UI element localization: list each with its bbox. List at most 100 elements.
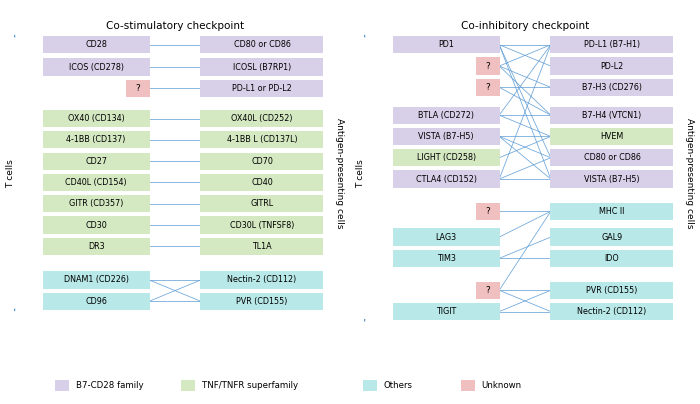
Text: PD1: PD1 bbox=[438, 40, 454, 49]
FancyBboxPatch shape bbox=[393, 107, 500, 124]
FancyBboxPatch shape bbox=[550, 128, 673, 145]
Text: Antigen-presenting cells: Antigen-presenting cells bbox=[335, 118, 344, 229]
Text: ICOS (CD278): ICOS (CD278) bbox=[69, 63, 124, 72]
FancyBboxPatch shape bbox=[550, 149, 673, 166]
Text: Antigen-presenting cells: Antigen-presenting cells bbox=[685, 118, 694, 229]
Text: PD-L1 or PD-L2: PD-L1 or PD-L2 bbox=[232, 84, 292, 93]
Text: CD27: CD27 bbox=[85, 157, 107, 166]
FancyBboxPatch shape bbox=[200, 174, 323, 191]
Text: TL1A: TL1A bbox=[252, 242, 272, 251]
Text: CD70: CD70 bbox=[251, 157, 273, 166]
FancyBboxPatch shape bbox=[550, 203, 673, 220]
FancyBboxPatch shape bbox=[43, 271, 150, 288]
Text: T cells: T cells bbox=[356, 159, 365, 188]
Text: B7-CD28 family: B7-CD28 family bbox=[76, 381, 144, 390]
FancyBboxPatch shape bbox=[550, 57, 673, 75]
FancyBboxPatch shape bbox=[127, 80, 150, 97]
Text: MHC II: MHC II bbox=[599, 207, 624, 216]
FancyBboxPatch shape bbox=[43, 292, 150, 310]
FancyBboxPatch shape bbox=[43, 110, 150, 127]
Text: GAL9: GAL9 bbox=[601, 233, 622, 242]
Text: CD30: CD30 bbox=[85, 221, 107, 229]
Text: DR3: DR3 bbox=[88, 242, 104, 251]
Text: PVR (CD155): PVR (CD155) bbox=[237, 297, 288, 306]
Text: CD40L (CD154): CD40L (CD154) bbox=[65, 178, 127, 187]
Text: TIGIT: TIGIT bbox=[436, 307, 456, 316]
Text: T cells: T cells bbox=[6, 159, 15, 188]
FancyBboxPatch shape bbox=[550, 107, 673, 124]
Text: GITRL: GITRL bbox=[251, 199, 274, 208]
FancyBboxPatch shape bbox=[477, 282, 500, 299]
Text: LIGHT (CD258): LIGHT (CD258) bbox=[416, 153, 476, 162]
Text: 4-1BB (CD137): 4-1BB (CD137) bbox=[66, 135, 126, 144]
FancyBboxPatch shape bbox=[393, 149, 500, 166]
FancyBboxPatch shape bbox=[477, 57, 500, 75]
FancyBboxPatch shape bbox=[200, 195, 323, 213]
Text: ?: ? bbox=[486, 286, 490, 295]
Text: TNF/TNFR superfamily: TNF/TNFR superfamily bbox=[202, 381, 298, 390]
FancyBboxPatch shape bbox=[393, 229, 500, 246]
Text: GITR (CD357): GITR (CD357) bbox=[69, 199, 123, 208]
Text: CD80 or CD86: CD80 or CD86 bbox=[584, 153, 640, 162]
FancyBboxPatch shape bbox=[550, 170, 673, 187]
Text: LAG3: LAG3 bbox=[435, 233, 456, 242]
FancyBboxPatch shape bbox=[200, 153, 323, 170]
FancyBboxPatch shape bbox=[477, 203, 500, 220]
FancyBboxPatch shape bbox=[200, 271, 323, 288]
Text: ICOSL (B7RP1): ICOSL (B7RP1) bbox=[233, 63, 291, 72]
Text: TIM3: TIM3 bbox=[437, 254, 456, 263]
Text: OX40L (CD252): OX40L (CD252) bbox=[231, 114, 293, 123]
Text: CD80 or CD86: CD80 or CD86 bbox=[234, 40, 290, 49]
FancyBboxPatch shape bbox=[550, 303, 673, 320]
FancyBboxPatch shape bbox=[200, 59, 323, 76]
Text: CD40: CD40 bbox=[251, 178, 273, 187]
FancyBboxPatch shape bbox=[200, 36, 323, 53]
FancyBboxPatch shape bbox=[550, 250, 673, 267]
Text: Co-inhibitory checkpoint: Co-inhibitory checkpoint bbox=[461, 21, 589, 31]
FancyBboxPatch shape bbox=[43, 59, 150, 76]
FancyBboxPatch shape bbox=[200, 292, 323, 310]
Text: ?: ? bbox=[486, 207, 490, 216]
FancyBboxPatch shape bbox=[200, 131, 323, 148]
Text: ?: ? bbox=[486, 61, 490, 71]
FancyBboxPatch shape bbox=[550, 282, 673, 299]
Text: 4-1BB L (CD137L): 4-1BB L (CD137L) bbox=[227, 135, 298, 144]
FancyBboxPatch shape bbox=[550, 36, 673, 53]
FancyBboxPatch shape bbox=[393, 36, 500, 53]
Text: ?: ? bbox=[136, 84, 140, 93]
Text: OX40 (CD134): OX40 (CD134) bbox=[68, 114, 125, 123]
Text: CTLA4 (CD152): CTLA4 (CD152) bbox=[416, 175, 477, 183]
FancyBboxPatch shape bbox=[200, 238, 323, 255]
FancyBboxPatch shape bbox=[43, 153, 150, 170]
Text: B7-H3 (CD276): B7-H3 (CD276) bbox=[582, 83, 642, 92]
Text: Unknown: Unknown bbox=[482, 381, 522, 390]
Text: CD28: CD28 bbox=[85, 40, 107, 49]
Text: PVR (CD155): PVR (CD155) bbox=[587, 286, 638, 295]
Text: PD-L2: PD-L2 bbox=[601, 61, 624, 71]
Text: B7-H4 (VTCN1): B7-H4 (VTCN1) bbox=[582, 111, 642, 120]
Text: VISTA (B7-H5): VISTA (B7-H5) bbox=[419, 132, 474, 141]
Text: ?: ? bbox=[486, 83, 490, 92]
Text: IDO: IDO bbox=[605, 254, 620, 263]
Text: PD-L1 (B7-H1): PD-L1 (B7-H1) bbox=[584, 40, 640, 49]
Text: Co-stimulatory checkpoint: Co-stimulatory checkpoint bbox=[106, 21, 244, 31]
FancyBboxPatch shape bbox=[43, 36, 150, 53]
Text: BTLA (CD272): BTLA (CD272) bbox=[418, 111, 474, 120]
FancyBboxPatch shape bbox=[43, 195, 150, 213]
Text: Nectin-2 (CD112): Nectin-2 (CD112) bbox=[578, 307, 647, 316]
FancyBboxPatch shape bbox=[43, 174, 150, 191]
FancyBboxPatch shape bbox=[550, 79, 673, 96]
FancyBboxPatch shape bbox=[477, 79, 500, 96]
FancyBboxPatch shape bbox=[43, 131, 150, 148]
Text: Others: Others bbox=[384, 381, 412, 390]
FancyBboxPatch shape bbox=[200, 80, 323, 97]
Text: CD96: CD96 bbox=[85, 297, 107, 306]
FancyBboxPatch shape bbox=[200, 110, 323, 127]
Text: HVEM: HVEM bbox=[601, 132, 624, 141]
Text: Nectin-2 (CD112): Nectin-2 (CD112) bbox=[228, 276, 297, 284]
FancyBboxPatch shape bbox=[200, 217, 323, 234]
FancyBboxPatch shape bbox=[393, 128, 500, 145]
FancyBboxPatch shape bbox=[43, 217, 150, 234]
FancyBboxPatch shape bbox=[43, 238, 150, 255]
Text: CD30L (TNFSF8): CD30L (TNFSF8) bbox=[230, 221, 294, 229]
